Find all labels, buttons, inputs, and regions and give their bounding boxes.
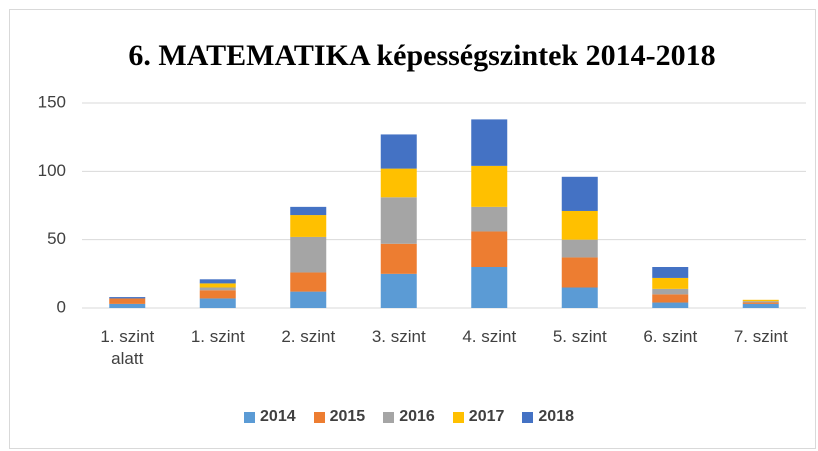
bar-segment xyxy=(742,301,779,303)
legend-label: 2015 xyxy=(329,408,366,425)
chart-border xyxy=(9,9,816,449)
bar-segment xyxy=(471,165,508,207)
bar-segment xyxy=(561,176,598,211)
y-tick-label: 150 xyxy=(38,92,66,111)
chart-title: 6. MATEMATIKA képességszintek 2014-2018 xyxy=(128,39,715,72)
x-tick-label: 5. szint xyxy=(552,327,607,346)
bar-segment xyxy=(652,302,689,308)
bar-segment xyxy=(561,257,598,288)
y-tick-label: 50 xyxy=(47,229,66,248)
x-tick-label: 1. szint alatt xyxy=(100,327,155,368)
bar-segment xyxy=(199,290,236,299)
bar-segment xyxy=(290,236,327,273)
x-tick-label: 4. szint xyxy=(462,327,517,346)
x-tick-label: 2. szint xyxy=(281,327,336,346)
legend-swatch xyxy=(522,411,534,423)
bar-segment xyxy=(380,273,417,308)
legend-swatch xyxy=(452,411,464,423)
legend-item: 2015 xyxy=(313,408,366,426)
bar-segment xyxy=(290,272,327,292)
bar-segment xyxy=(742,299,779,302)
legend-item: 2016 xyxy=(383,408,435,426)
legend-swatch xyxy=(383,411,395,423)
bar-segment xyxy=(380,168,417,198)
bar-segment xyxy=(561,239,598,258)
legend-swatch xyxy=(244,411,256,423)
x-tick-label: 7. szint xyxy=(733,327,788,346)
bar-segment xyxy=(561,287,598,308)
bar-segment xyxy=(199,279,236,284)
bar-segment xyxy=(471,119,508,166)
bar-segment xyxy=(471,231,508,267)
x-tick-label: 3. szint xyxy=(371,327,426,346)
bar-segment xyxy=(199,287,236,291)
legend-item: 2017 xyxy=(452,408,505,426)
bar-segment xyxy=(561,210,598,240)
legend-label: 2014 xyxy=(260,408,296,425)
bar-segment xyxy=(380,197,417,244)
bar-segment xyxy=(290,291,327,308)
bar-segment xyxy=(290,215,327,237)
legend-label: 2017 xyxy=(468,408,505,425)
y-tick-label: 0 xyxy=(57,297,66,316)
bar-segment xyxy=(652,267,689,278)
legend-item: 2014 xyxy=(244,408,296,426)
legend-swatch xyxy=(313,411,325,423)
bar-segment xyxy=(199,283,236,288)
legend: 2014 2015 2016 2017 2018 xyxy=(0,408,818,426)
bar-segment xyxy=(290,206,327,216)
bar-segment xyxy=(109,303,146,308)
bar-segment xyxy=(199,298,236,308)
bar-segment xyxy=(109,298,146,304)
bar-segment xyxy=(652,277,689,289)
bar-segment xyxy=(471,267,508,308)
bar-segment xyxy=(742,302,779,304)
bar-segment xyxy=(742,303,779,308)
bar-segment xyxy=(380,243,417,274)
bar-segment xyxy=(652,294,689,303)
legend-label: 2016 xyxy=(399,408,435,425)
legend-label: 2018 xyxy=(538,408,574,425)
bar-segment xyxy=(380,134,417,169)
y-tick-label: 100 xyxy=(38,161,66,180)
bar-segment xyxy=(652,288,689,295)
x-tick-label: 6. szint xyxy=(643,327,698,346)
bar-segment xyxy=(471,206,508,232)
legend-item: 2018 xyxy=(522,408,574,426)
bar-segment xyxy=(109,297,146,299)
x-tick-label: 1. szint xyxy=(190,327,245,346)
